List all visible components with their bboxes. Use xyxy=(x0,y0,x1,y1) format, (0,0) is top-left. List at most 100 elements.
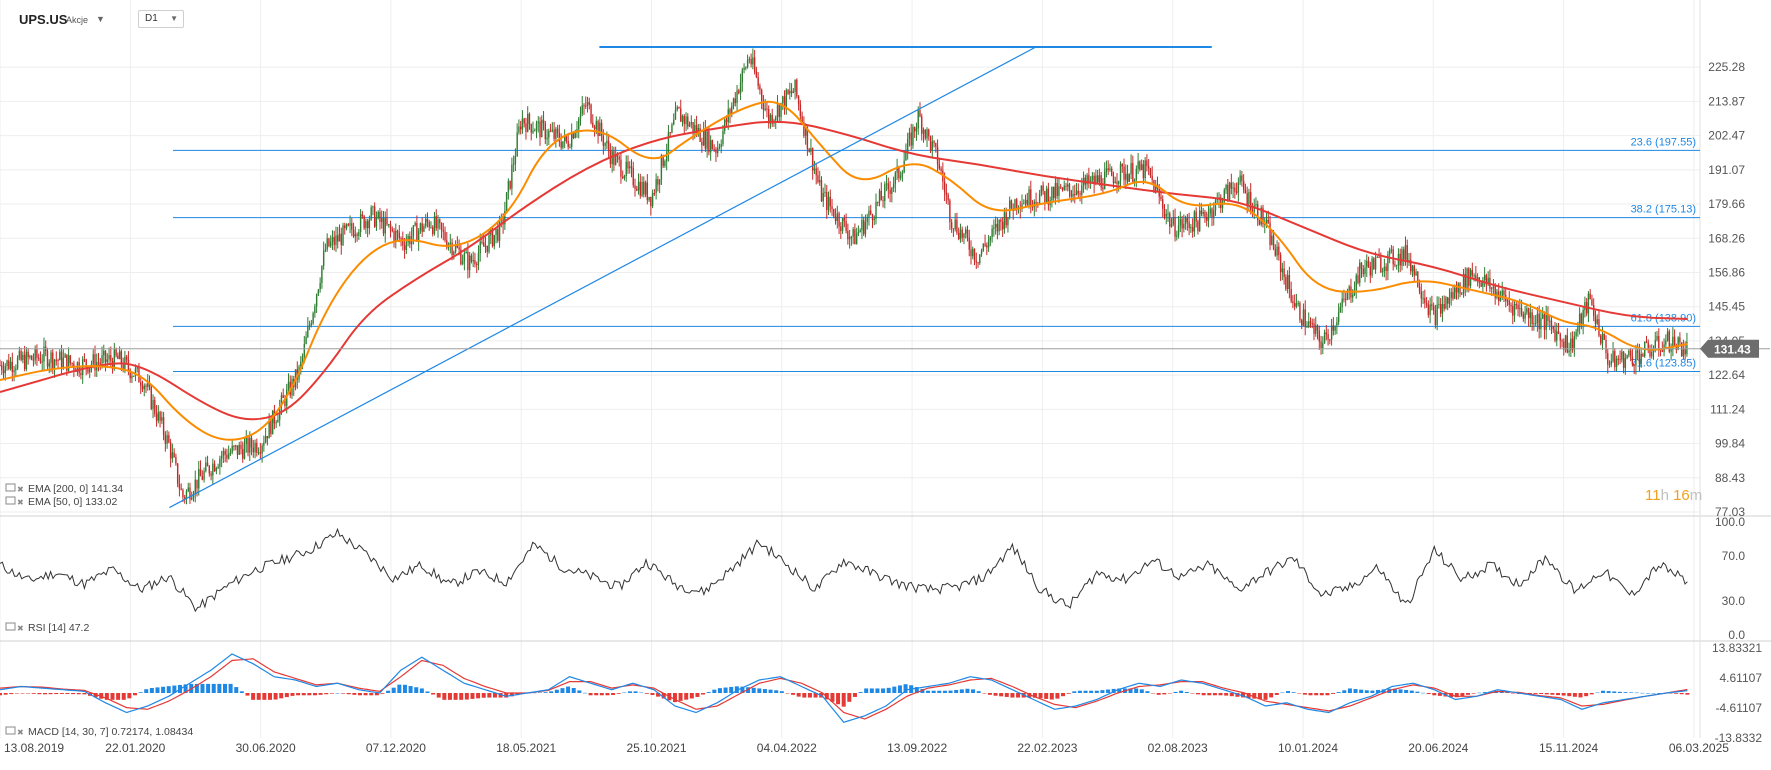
candle-body xyxy=(511,164,513,189)
candle-body xyxy=(1568,350,1570,353)
candle-body xyxy=(1160,196,1162,200)
macd-histogram-bar xyxy=(982,693,987,694)
settings-icon xyxy=(5,496,16,505)
candle-body xyxy=(537,121,539,124)
price-tick-label: 213.87 xyxy=(1708,94,1745,108)
candle-body xyxy=(544,123,547,140)
macd-histogram-bar xyxy=(807,693,812,698)
macd-histogram-bar xyxy=(397,684,402,693)
candle-body xyxy=(706,131,708,149)
macd-histogram-bar xyxy=(0,693,2,696)
candle-body xyxy=(1566,335,1569,353)
candle-body xyxy=(785,89,787,109)
candle-body xyxy=(308,324,311,327)
ema-50-legend: EMA [50, 0] 133.02 xyxy=(28,496,117,508)
candle-body xyxy=(1023,203,1025,205)
candle-body xyxy=(210,473,212,476)
macd-histogram-bar xyxy=(256,693,261,700)
candle-body xyxy=(1285,277,1287,290)
candle-body xyxy=(1088,175,1090,184)
candle-body xyxy=(1137,161,1139,169)
candle-body xyxy=(233,445,235,447)
candle-body xyxy=(586,102,589,106)
candle-body xyxy=(817,175,819,183)
macd-histogram-bar xyxy=(1578,693,1583,698)
macd-histogram-bar xyxy=(324,693,329,695)
candle-body xyxy=(1322,343,1324,349)
candle-body xyxy=(644,182,647,195)
candle-body xyxy=(41,361,43,363)
candle-body xyxy=(810,148,812,152)
candle-body xyxy=(1300,320,1303,326)
candle-body xyxy=(1654,340,1656,350)
price-axis[interactable]: 225.28 213.87 202.47 191.07 179.66 168.26 156.… xyxy=(0,60,1770,519)
candle-body xyxy=(1281,268,1284,273)
candle-body xyxy=(461,261,464,265)
macd-histogram-bar xyxy=(239,691,244,694)
macd-histogram-bar xyxy=(903,684,908,693)
candle-body xyxy=(546,137,548,140)
macd-histogram-bar xyxy=(937,690,942,693)
candle-body xyxy=(1274,249,1277,256)
candle-body xyxy=(36,348,38,358)
date-axis[interactable]: 13.08.2019 22.01.2020 30.06.2020 07.12.2020… xyxy=(4,741,1729,755)
candle-body xyxy=(1315,325,1317,334)
candle-body xyxy=(1126,173,1129,182)
candle-body xyxy=(155,413,158,421)
macd-histogram-bar xyxy=(779,691,784,693)
symbol-label[interactable]: UPS.US xyxy=(19,12,68,27)
candle-body xyxy=(1615,358,1618,368)
candle-body xyxy=(1496,291,1498,298)
candle-body xyxy=(560,141,562,148)
macd-histogram-bar xyxy=(1032,693,1037,698)
candle-body xyxy=(1640,354,1642,364)
candle-body xyxy=(1376,256,1379,258)
candle-body xyxy=(1672,336,1674,350)
price-tick-label: 191.07 xyxy=(1708,163,1745,177)
macd-histogram-bar xyxy=(594,693,599,696)
price-tick-label: 179.66 xyxy=(1708,197,1745,211)
candle-body xyxy=(796,79,798,97)
macd-histogram-bar xyxy=(858,692,863,693)
candle-body xyxy=(388,224,390,226)
candle-body xyxy=(1374,257,1377,270)
candle-body xyxy=(407,236,409,243)
macd-histogram-bar xyxy=(897,685,902,694)
candle-body xyxy=(750,59,752,65)
candle-body xyxy=(945,192,948,195)
candle-body xyxy=(157,411,160,421)
candle-body xyxy=(1665,340,1667,345)
candle-body xyxy=(1244,189,1247,194)
candle-body xyxy=(307,326,309,338)
trendlines[interactable] xyxy=(169,45,1212,509)
candle-body xyxy=(273,410,276,424)
candle-body xyxy=(46,350,49,367)
timeframe-select[interactable]: D1 ▼ xyxy=(138,10,184,28)
candle-body xyxy=(1089,179,1092,184)
candle-body xyxy=(379,211,381,222)
candle-body xyxy=(242,449,244,459)
candle-body xyxy=(516,132,518,157)
macd-histogram-bar xyxy=(1269,693,1274,698)
candle-body xyxy=(665,152,668,162)
candle-body xyxy=(1592,305,1595,317)
candle-body xyxy=(585,105,587,107)
candle-body xyxy=(430,227,432,229)
macd-histogram-bar xyxy=(1544,693,1549,695)
macd-histogram-bar xyxy=(1342,690,1347,693)
macd-histogram-bar xyxy=(993,693,998,696)
candle-body xyxy=(1271,235,1273,245)
symbol-dropdown-icon[interactable]: ▼ xyxy=(96,14,105,24)
candle-body xyxy=(1309,321,1312,324)
candle-body xyxy=(553,129,555,139)
candle-body xyxy=(15,368,17,371)
candle-body xyxy=(203,471,205,480)
candle-body xyxy=(704,129,707,149)
candle-body xyxy=(198,469,200,489)
candle-body xyxy=(1378,256,1380,258)
candle-body xyxy=(1517,304,1519,310)
macd-histogram-bar xyxy=(504,693,509,698)
macd-histogram-bar xyxy=(892,686,897,693)
candle-body xyxy=(23,354,26,370)
